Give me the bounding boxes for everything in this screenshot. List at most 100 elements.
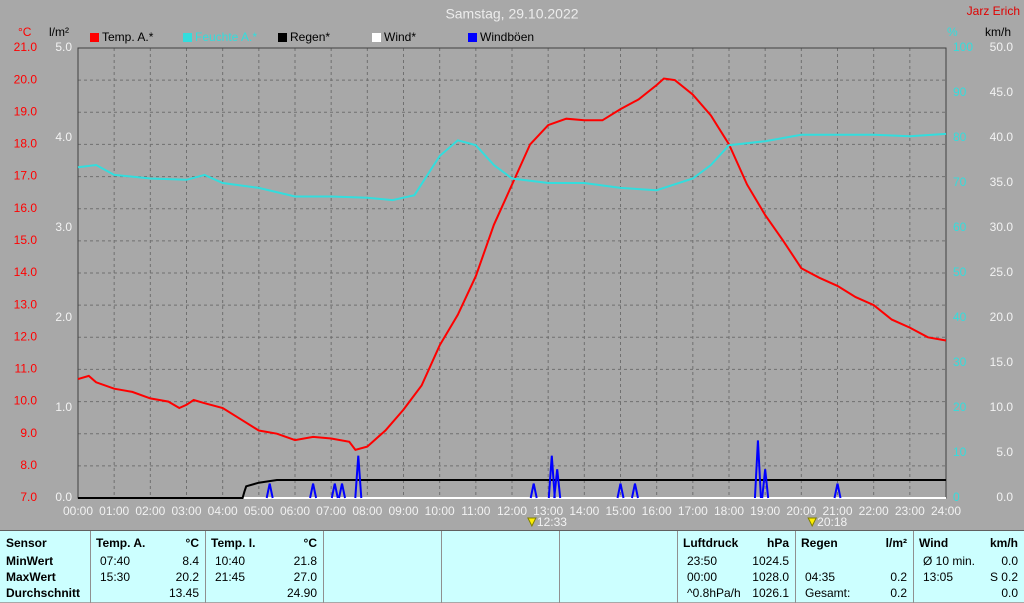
y4-tick-label: 35.0 [990, 175, 1014, 189]
table-column [559, 531, 677, 603]
y-tick-label: 14.0 [14, 265, 38, 279]
x-tick-label: 24:00 [931, 504, 961, 518]
y3-tick-label: 20 [953, 400, 967, 414]
x-tick-label: 16:00 [642, 504, 672, 518]
table-cell: 21.8 [293, 554, 317, 568]
x-tick-label: 23:00 [895, 504, 925, 518]
x-tick-label: 08:00 [352, 504, 382, 518]
table-cell: 0.0 [1001, 586, 1018, 600]
gust-spike [753, 440, 762, 499]
chart-title: Samstag, 29.10.2022 [445, 6, 578, 22]
gust-spike [338, 483, 346, 499]
y-tick-label: 16.0 [14, 201, 38, 215]
group-header: Temp. A. [96, 536, 146, 550]
y-axis-label: °C [18, 25, 32, 39]
series-line [77, 132, 947, 202]
legend-swatch [468, 33, 477, 42]
table-cell: 00:00 [687, 570, 718, 584]
table-column [677, 531, 795, 603]
y-tick-label: 20.0 [14, 72, 38, 86]
table-column [441, 531, 559, 603]
y3-tick-label: 30 [953, 355, 967, 369]
y-tick-label: 9.0 [20, 426, 37, 440]
table-cell: Gesamt: [805, 586, 851, 600]
y-tick-label: 13.0 [14, 297, 38, 311]
gust-spike [833, 483, 842, 499]
y2-axis-label: l/m² [49, 25, 69, 39]
x-tick-label: 11:00 [461, 504, 490, 518]
x-tick-label: 05:00 [244, 504, 274, 518]
x-tick-label: 09:00 [388, 504, 418, 518]
group-unit: °C [185, 536, 199, 550]
group-unit: hPa [766, 536, 789, 550]
series-line [78, 479, 946, 499]
table-cell: 1028.0 [752, 570, 789, 584]
y-tick-label: 11.0 [15, 362, 38, 376]
gust-spike [309, 483, 318, 499]
y3-tick-label: 40 [953, 310, 967, 324]
y4-tick-label: 20.0 [990, 310, 1014, 324]
table-column [795, 531, 913, 603]
y4-tick-label: 30.0 [990, 220, 1014, 234]
x-tick-label: 00:00 [63, 504, 93, 518]
table-cell: 13:05 [923, 570, 954, 584]
group-unit: °C [303, 536, 317, 550]
credit: Jarz Erich [967, 4, 1020, 18]
legend-label: Windböen [480, 30, 534, 44]
legend-swatch [90, 33, 99, 42]
y3-tick-label: 0 [953, 490, 960, 504]
y3-tick-label: 100 [953, 40, 973, 54]
row-label: MinWert [6, 554, 54, 568]
table-cell: 27.0 [293, 570, 317, 584]
legend-swatch [372, 33, 381, 42]
x-tick-label: 18:00 [714, 504, 744, 518]
y2-tick-label: 2.0 [55, 310, 72, 324]
series-line [77, 77, 947, 451]
table-column [205, 531, 323, 603]
table-cell: ^0.8hPa/h [687, 586, 741, 600]
table-cell: 21:45 [215, 570, 246, 584]
gust-spike [761, 469, 770, 499]
table-column [913, 531, 1024, 603]
y4-tick-label: 40.0 [990, 130, 1014, 144]
table-corner: Sensor [6, 536, 47, 550]
x-tick-label: 19:00 [750, 504, 780, 518]
gust-spike [265, 483, 274, 499]
table-cell: 23:50 [687, 554, 718, 568]
row-label: Durchschnitt [6, 586, 81, 600]
x-tick-label: 15:00 [605, 504, 635, 518]
y-tick-label: 17.0 [14, 169, 38, 183]
table-cell: Ø 10 min. [923, 554, 976, 568]
y3-tick-label: 70 [953, 175, 967, 189]
y4-tick-label: 10.0 [990, 400, 1014, 414]
event-label: 12:33 [537, 515, 567, 529]
table-cell: 1024.5 [752, 554, 789, 568]
legend-swatch [183, 33, 192, 42]
y4-tick-label: 15.0 [990, 355, 1014, 369]
y-tick-label: 12.0 [14, 329, 38, 343]
y3-tick-label: 80 [953, 130, 967, 144]
gust-spike [547, 455, 556, 499]
stats-table: Sensor MinWert MaxWert Durchschnitt Temp. A.… [0, 530, 1024, 603]
y-tick-label: 10.0 [14, 394, 38, 408]
x-tick-label: 21:00 [822, 504, 852, 518]
x-tick-label: 12:00 [497, 504, 527, 518]
y-tick-label: 21.0 [14, 40, 38, 54]
gust-spike [630, 483, 639, 499]
gust-spike [354, 455, 363, 499]
table-cell: 07:40 [100, 554, 131, 568]
legend-label: Wind* [384, 30, 416, 44]
table-cell: 0.2 [890, 570, 907, 584]
y2-tick-label: 0.0 [55, 490, 72, 504]
x-tick-label: 17:00 [678, 504, 708, 518]
x-tick-label: 10:00 [425, 504, 455, 518]
gust-spike [553, 469, 562, 499]
x-tick-label: 04:00 [208, 504, 238, 518]
y4-axis-label: km/h [985, 25, 1011, 39]
y-tick-label: 18.0 [14, 137, 38, 151]
y4-tick-label: 5.0 [996, 445, 1013, 459]
x-tick-label: 03:00 [171, 504, 201, 518]
group-unit: l/m² [885, 536, 907, 550]
x-tick-label: 01:00 [99, 504, 129, 518]
y2-tick-label: 4.0 [55, 130, 72, 144]
